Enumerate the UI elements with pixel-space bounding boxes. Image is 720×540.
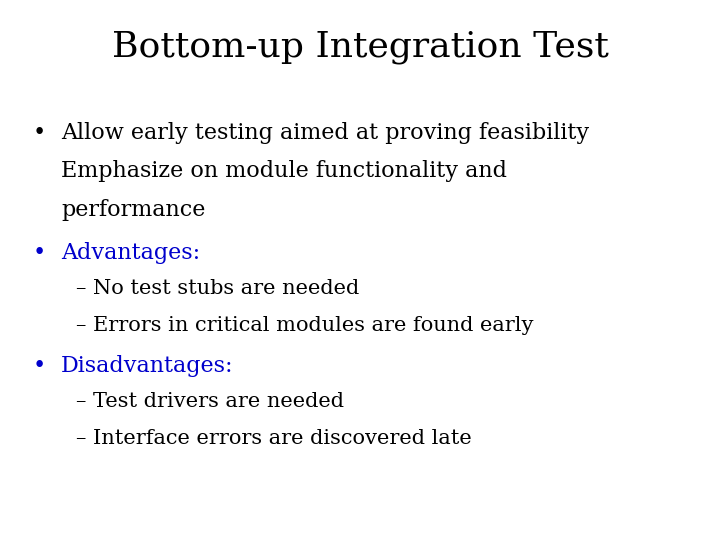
Text: – Errors in critical modules are found early: – Errors in critical modules are found e… [76,316,533,335]
Text: performance: performance [61,199,206,221]
Text: – Interface errors are discovered late: – Interface errors are discovered late [76,429,472,448]
Text: – No test stubs are needed: – No test stubs are needed [76,279,359,298]
Text: •: • [32,122,45,144]
Text: •: • [32,355,45,377]
Text: •: • [32,242,45,264]
Text: – Test drivers are needed: – Test drivers are needed [76,392,343,411]
Text: Disadvantages:: Disadvantages: [61,355,234,377]
Text: Allow early testing aimed at proving feasibility: Allow early testing aimed at proving fea… [61,122,590,144]
Text: Bottom-up Integration Test: Bottom-up Integration Test [112,30,608,64]
Text: Advantages:: Advantages: [61,242,200,264]
Text: Emphasize on module functionality and: Emphasize on module functionality and [61,160,507,183]
